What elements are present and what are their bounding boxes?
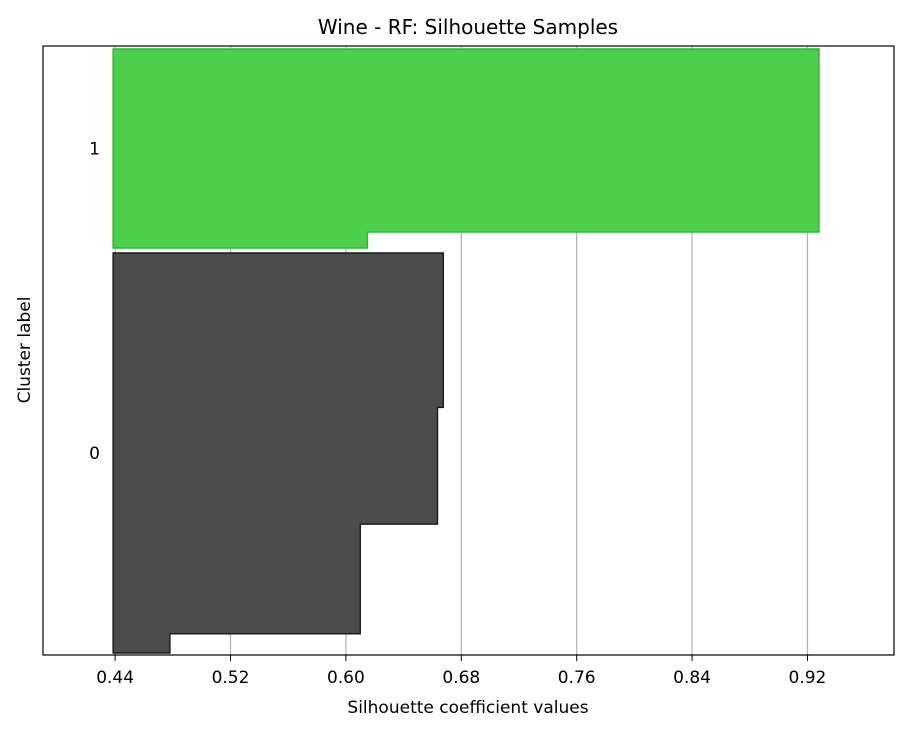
x-tick-label: 0.52 bbox=[212, 668, 250, 688]
x-tick-label: 0.68 bbox=[442, 668, 480, 688]
cluster-1-silhouette bbox=[112, 48, 820, 249]
x-tick-label: 0.76 bbox=[558, 668, 596, 688]
chart-title: Wine - RF: Silhouette Samples bbox=[318, 15, 618, 39]
x-tick-label: 0.60 bbox=[327, 668, 365, 688]
y-ticks: 01 bbox=[89, 140, 100, 465]
cluster-layer bbox=[112, 48, 820, 654]
y-tick-label: 1 bbox=[89, 140, 100, 160]
plot-frame bbox=[42, 45, 895, 656]
x-axis-label: Silhouette coefficient values bbox=[347, 698, 588, 718]
x-ticks: 0.44 0.52 0.60 0.68 0.76 0.84 0.92 bbox=[96, 655, 826, 688]
y-tick-label: 0 bbox=[89, 444, 100, 464]
y-axis-label: Cluster label bbox=[15, 297, 35, 404]
x-tick-label: 0.92 bbox=[789, 668, 827, 688]
x-tick-label: 0.84 bbox=[673, 668, 711, 688]
cluster-0-silhouette bbox=[112, 252, 444, 654]
x-tick-label: 0.44 bbox=[96, 668, 134, 688]
